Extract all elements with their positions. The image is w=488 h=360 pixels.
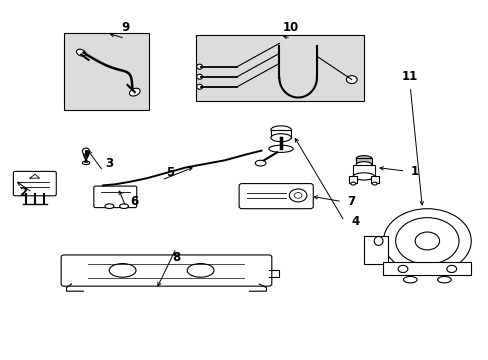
Ellipse shape — [437, 276, 450, 283]
Bar — [363, 235, 387, 264]
Circle shape — [383, 209, 470, 273]
Text: 1: 1 — [409, 165, 418, 177]
Bar — [348, 176, 356, 183]
Ellipse shape — [355, 162, 371, 167]
Text: 5: 5 — [166, 166, 174, 179]
Ellipse shape — [403, 276, 416, 283]
Ellipse shape — [120, 204, 128, 208]
Ellipse shape — [268, 145, 293, 152]
Ellipse shape — [196, 84, 202, 89]
Text: 6: 6 — [130, 195, 138, 208]
Ellipse shape — [76, 49, 86, 56]
Text: 4: 4 — [351, 215, 359, 228]
Ellipse shape — [350, 182, 355, 185]
Circle shape — [397, 265, 407, 273]
Text: 7: 7 — [346, 195, 354, 208]
Text: 8: 8 — [172, 251, 180, 264]
FancyBboxPatch shape — [239, 184, 313, 209]
Circle shape — [414, 232, 439, 250]
Text: 2: 2 — [20, 186, 27, 199]
Text: 11: 11 — [401, 69, 418, 82]
Ellipse shape — [129, 88, 140, 96]
Ellipse shape — [196, 74, 202, 79]
Circle shape — [294, 193, 302, 198]
Ellipse shape — [82, 161, 89, 165]
Ellipse shape — [355, 156, 371, 161]
Ellipse shape — [371, 182, 376, 185]
Text: 10: 10 — [282, 21, 298, 34]
Ellipse shape — [82, 148, 89, 154]
Bar — [195, 35, 363, 101]
Ellipse shape — [196, 64, 202, 69]
Bar — [355, 158, 371, 165]
FancyBboxPatch shape — [13, 171, 56, 196]
FancyBboxPatch shape — [94, 186, 137, 208]
Ellipse shape — [270, 126, 291, 134]
Ellipse shape — [373, 237, 382, 246]
Bar — [383, 262, 470, 275]
Circle shape — [346, 76, 356, 84]
Ellipse shape — [105, 204, 114, 208]
Circle shape — [395, 218, 458, 264]
Ellipse shape — [255, 160, 265, 166]
FancyBboxPatch shape — [61, 255, 271, 286]
Circle shape — [289, 189, 306, 202]
Ellipse shape — [109, 264, 136, 277]
Circle shape — [446, 265, 456, 273]
Bar — [352, 165, 374, 176]
Ellipse shape — [187, 264, 214, 277]
Ellipse shape — [270, 134, 291, 141]
Bar — [64, 33, 149, 110]
Ellipse shape — [352, 173, 374, 180]
Bar — [270, 130, 291, 138]
Bar — [370, 176, 378, 183]
Text: 3: 3 — [105, 157, 113, 170]
Text: 9: 9 — [121, 21, 129, 34]
